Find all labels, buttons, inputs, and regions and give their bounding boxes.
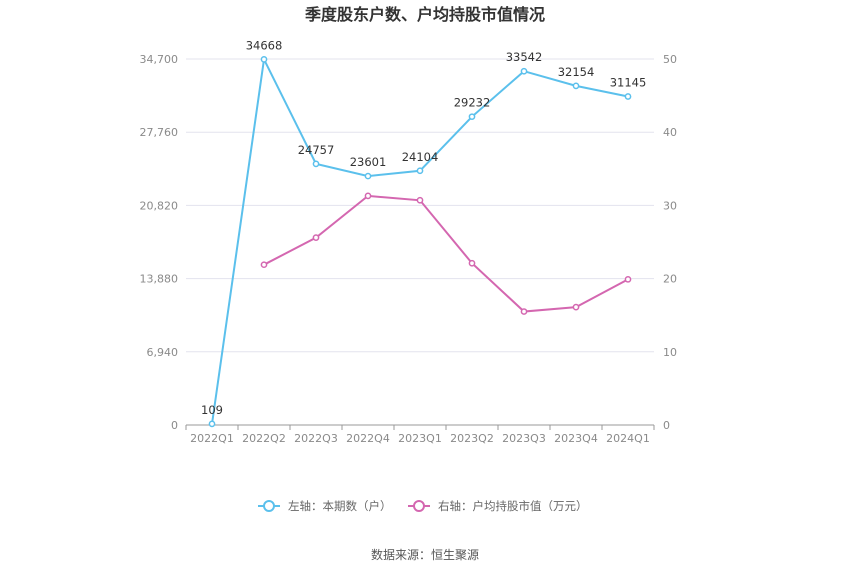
- gridlines: [186, 58, 654, 353]
- legend-item-avg-holding-value[interactable]: 右轴：户均持股市值（万元）: [408, 499, 588, 513]
- data-point: [260, 55, 268, 63]
- right-tick-label: 20: [663, 273, 677, 286]
- data-point: [416, 196, 424, 204]
- right-tick-label: 50: [663, 53, 677, 66]
- left-tick-label: 0: [171, 419, 178, 432]
- data-labels: 109 34668 24757 23601 24104 29232 33542 32154 31…: [201, 38, 646, 417]
- legend-swatch-marker: [263, 500, 275, 512]
- data-point: [624, 275, 632, 283]
- data-point: [468, 259, 476, 267]
- x-tick-label: 2023Q3: [502, 432, 546, 445]
- data-label: 34668: [246, 38, 283, 52]
- x-tick-label: 2022Q2: [242, 432, 286, 445]
- x-tick-label: 2022Q3: [294, 432, 338, 445]
- data-label: 32154: [558, 65, 595, 79]
- left-tick-label: 6,940: [147, 346, 179, 359]
- left-tick-label: 13,880: [140, 273, 179, 286]
- data-point: [364, 192, 372, 200]
- legend-swatch-marker: [413, 500, 425, 512]
- source-note: 数据来源：恒生聚源: [371, 547, 479, 562]
- left-tick-label: 27,760: [140, 126, 179, 139]
- x-tick-label: 2024Q1: [606, 432, 650, 445]
- data-point: [312, 160, 320, 168]
- x-tick-label: 2022Q4: [346, 432, 390, 445]
- right-tick-label: 0: [663, 419, 670, 432]
- legend[interactable]: 左轴：本期数（户） 右轴：户均持股市值（万元）: [258, 499, 588, 513]
- data-label: 31145: [610, 75, 647, 89]
- x-tick-label: 2023Q2: [450, 432, 494, 445]
- data-point: [468, 113, 476, 121]
- legend-label: 左轴：本期数（户）: [288, 499, 392, 513]
- right-tick-label: 10: [663, 346, 677, 359]
- data-point: [312, 234, 320, 241]
- data-point: [572, 303, 580, 311]
- chart-title: 季度股东户数、户均持股市值情况: [304, 5, 545, 24]
- left-tick-label: 20,820: [140, 199, 179, 212]
- series-group: [208, 55, 632, 428]
- data-point: [624, 93, 632, 100]
- data-point: [520, 67, 528, 75]
- data-label: 33542: [506, 50, 543, 64]
- data-label: 24104: [402, 150, 439, 164]
- right-tick-label: 30: [663, 199, 677, 212]
- data-point: [208, 420, 216, 428]
- x-tick-label: 2022Q1: [190, 432, 234, 445]
- legend-item-shareholder-count[interactable]: 左轴：本期数（户）: [258, 499, 392, 513]
- data-label: 29232: [454, 96, 491, 110]
- x-tick-label: 2023Q4: [554, 432, 598, 445]
- data-point: [520, 308, 528, 315]
- left-axis-ticks: 0 6,940 13,880 20,820 27,760 34,700: [140, 53, 179, 432]
- data-point: [364, 172, 372, 180]
- right-tick-label: 40: [663, 126, 677, 139]
- left-tick-label: 34,700: [140, 53, 179, 66]
- x-tick-label: 2023Q1: [398, 432, 442, 445]
- data-label: 109: [201, 403, 223, 417]
- data-point: [416, 167, 424, 175]
- x-axis: 2022Q1 2022Q2 2022Q3 2022Q4 2023Q1 2023Q2 2023…: [185, 424, 655, 445]
- data-label: 23601: [350, 155, 387, 169]
- right-axis-ticks: 0 10 20 30 40 50: [663, 53, 677, 432]
- data-label: 24757: [298, 143, 335, 157]
- data-point: [572, 82, 580, 90]
- data-point: [260, 261, 268, 269]
- series-line-avg-holding-value: [263, 194, 629, 313]
- series-line-shareholder-count: [211, 56, 629, 424]
- legend-label: 右轴：户均持股市值（万元）: [438, 499, 588, 513]
